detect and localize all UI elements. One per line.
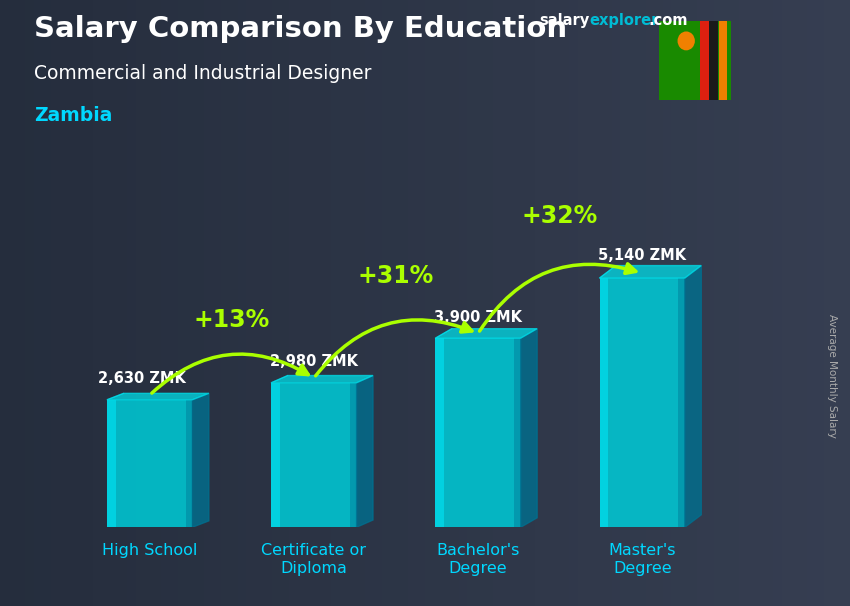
Text: 5,140 ZMK: 5,140 ZMK [598,248,686,264]
Bar [514,338,521,527]
Polygon shape [192,393,209,527]
Bar [435,338,444,527]
Text: +32%: +32% [522,204,598,228]
Text: 2,980 ZMK: 2,980 ZMK [270,354,358,369]
Bar [700,21,709,100]
Polygon shape [271,376,373,383]
Text: salary: salary [540,13,590,28]
Text: Zambia: Zambia [34,106,112,125]
Bar [435,338,521,527]
Bar [678,278,685,527]
Bar [599,278,608,527]
Polygon shape [435,328,537,338]
Polygon shape [107,393,209,400]
Text: explorer: explorer [589,13,659,28]
Text: 3,900 ZMK: 3,900 ZMK [434,310,522,325]
Bar [107,400,192,527]
Polygon shape [521,328,537,527]
Text: .com: .com [649,13,688,28]
Text: +31%: +31% [358,264,434,288]
Polygon shape [685,265,701,527]
Bar [719,21,728,100]
Bar [271,383,280,527]
Bar [349,383,357,527]
Text: Salary Comparison By Education: Salary Comparison By Education [34,15,567,43]
Bar [185,400,192,527]
Text: Average Monthly Salary: Average Monthly Salary [827,314,837,438]
Text: +13%: +13% [194,308,270,332]
Text: 2,630 ZMK: 2,630 ZMK [98,371,185,386]
Text: Commercial and Industrial Designer: Commercial and Industrial Designer [34,64,371,82]
Bar [599,278,685,527]
Bar [709,21,718,100]
Polygon shape [357,376,373,527]
Bar [107,400,116,527]
Polygon shape [599,265,701,278]
Circle shape [677,32,694,50]
Bar [271,383,357,527]
